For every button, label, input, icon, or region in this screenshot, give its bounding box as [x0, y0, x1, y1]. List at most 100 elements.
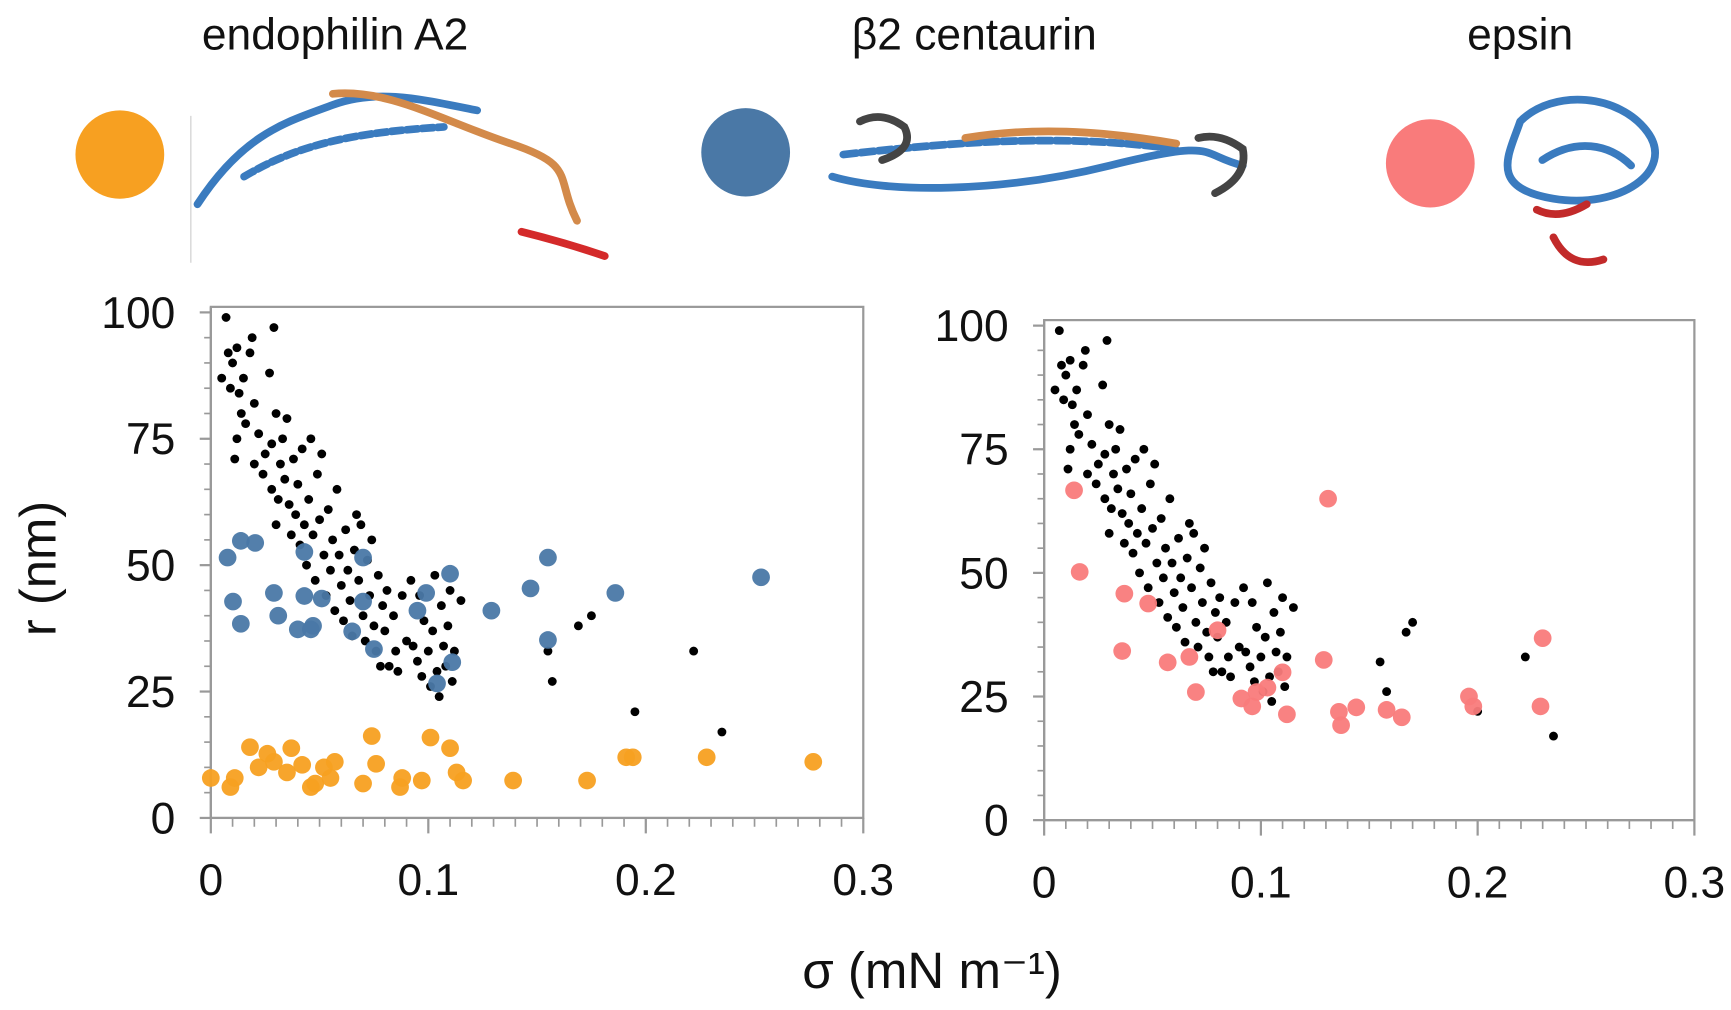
point — [1189, 528, 1199, 538]
legend-swatch — [75, 110, 165, 199]
point — [293, 479, 303, 489]
point — [1258, 678, 1277, 697]
point — [1083, 410, 1092, 420]
point — [265, 752, 283, 771]
protein-structure — [193, 89, 1659, 266]
point — [271, 520, 281, 530]
y-tick-label: 100 — [101, 289, 175, 338]
point — [521, 579, 540, 598]
x-tick-label: 0.1 — [1230, 859, 1292, 908]
point — [1104, 420, 1114, 429]
point — [408, 601, 427, 620]
point — [1169, 588, 1179, 598]
point — [436, 601, 446, 611]
point — [1252, 622, 1261, 632]
point — [1208, 667, 1218, 677]
point — [380, 626, 390, 636]
point — [697, 748, 716, 767]
point — [1531, 697, 1550, 716]
point — [230, 454, 240, 464]
point — [1067, 400, 1077, 410]
point — [273, 495, 283, 504]
point — [1070, 420, 1079, 429]
x-tick-label: 0.3 — [832, 856, 894, 905]
point — [336, 580, 346, 590]
y-tick-label: 50 — [959, 549, 1008, 598]
point — [1262, 578, 1272, 588]
point — [449, 646, 459, 656]
point — [239, 373, 248, 383]
point — [428, 626, 438, 636]
point — [1065, 444, 1075, 454]
point — [341, 525, 351, 535]
point — [1520, 652, 1530, 662]
point — [1171, 622, 1181, 632]
point — [1200, 543, 1209, 553]
y-tick-label: 25 — [126, 668, 175, 717]
protein-label: epsin — [1467, 11, 1573, 60]
point — [1111, 444, 1121, 454]
point — [1102, 336, 1112, 345]
point — [369, 621, 379, 631]
point — [1375, 657, 1385, 667]
point — [428, 674, 446, 693]
y-tick-label: 75 — [959, 426, 1008, 475]
point — [623, 748, 642, 767]
point — [297, 444, 307, 454]
point — [1065, 355, 1075, 365]
point — [1464, 697, 1483, 716]
point — [1152, 558, 1162, 568]
point — [1280, 682, 1290, 692]
point — [412, 771, 431, 790]
point — [323, 505, 333, 514]
point — [389, 611, 398, 621]
point — [423, 646, 433, 656]
point — [1126, 489, 1136, 499]
point — [804, 752, 823, 771]
point — [1182, 553, 1192, 563]
point — [1330, 703, 1348, 721]
point — [1063, 464, 1073, 474]
point — [1148, 523, 1157, 533]
y-tick-label: 0 — [151, 794, 176, 843]
point — [1226, 672, 1235, 682]
point — [586, 611, 596, 621]
x-tick-label: 0.1 — [397, 856, 459, 905]
x-tick-label: 0.2 — [615, 856, 677, 905]
point — [606, 584, 625, 602]
y-axis-label: r (nm) — [9, 501, 66, 636]
point — [397, 591, 407, 600]
point — [1054, 326, 1064, 335]
point — [304, 616, 322, 635]
point — [1137, 504, 1147, 514]
point — [221, 313, 231, 322]
point — [1124, 519, 1134, 528]
point — [267, 439, 277, 449]
point — [1059, 395, 1069, 405]
point — [201, 769, 220, 787]
point — [249, 459, 259, 469]
point — [260, 449, 270, 459]
point — [1256, 652, 1266, 662]
point — [1401, 627, 1411, 637]
point — [345, 596, 355, 605]
point — [1180, 637, 1190, 647]
point — [282, 414, 292, 423]
x-axis-label: σ (mN m⁻¹) — [802, 942, 1062, 999]
point — [1161, 543, 1170, 553]
point — [1260, 632, 1270, 642]
point — [365, 640, 383, 658]
point — [1223, 652, 1233, 662]
point — [1234, 642, 1244, 652]
y-tick-label: 75 — [126, 415, 175, 464]
point — [282, 739, 301, 757]
point — [278, 763, 296, 782]
point — [343, 565, 353, 575]
point — [367, 535, 377, 545]
point — [1245, 662, 1255, 672]
point — [1204, 652, 1214, 662]
point — [295, 587, 314, 605]
point — [356, 520, 366, 530]
point — [249, 398, 259, 408]
